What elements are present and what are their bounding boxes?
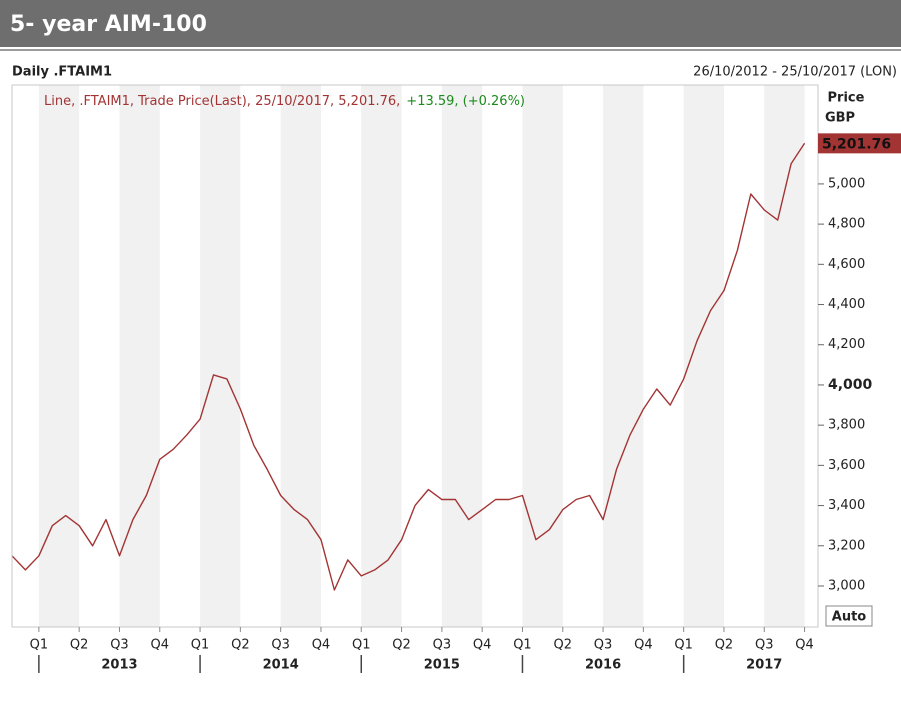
instrument: Daily .FTAIM1: [12, 65, 112, 80]
y-tick-label: 3,200: [828, 538, 865, 553]
y-tick-label: 3,800: [828, 418, 865, 433]
x-tick-label: Q2: [70, 638, 89, 653]
x-tick-label: Q1: [191, 638, 210, 653]
x-tick-label: Q4: [473, 638, 492, 653]
quarter-band: [280, 85, 321, 627]
price-line: [11, 142, 806, 591]
x-tick-label: Q3: [755, 638, 774, 653]
x-tick-label: Q4: [634, 638, 653, 653]
quarter-band: [361, 85, 402, 627]
scale-button[interactable]: [825, 605, 873, 627]
x-tick-label: Q2: [392, 638, 411, 653]
y-tick-label: 4,600: [828, 257, 865, 272]
quarter-band: [764, 85, 805, 627]
legend-change: +13.59, (+0.26%): [406, 94, 525, 109]
x-tick-label: Q3: [271, 638, 290, 653]
x-tick-label: Q2: [554, 638, 573, 653]
axis-title: Price: [828, 91, 865, 106]
x-tick-label: Q1: [674, 638, 693, 653]
legend-series: Line, .FTAIM1, Trade Price(Last), 25/10/…: [44, 94, 400, 109]
y-tick-label: 3,400: [828, 498, 865, 513]
x-tick-label: Q1: [513, 638, 532, 653]
chart-title: 5- year AIM-100: [10, 12, 207, 37]
scale-button-label[interactable]: Auto: [832, 610, 867, 625]
y-tick-label: 5,000: [828, 176, 865, 191]
x-tick-label: Q1: [352, 638, 371, 653]
y-tick-label: 3,000: [828, 578, 865, 593]
year-label: 2015: [424, 658, 460, 673]
quarter-band: [603, 85, 644, 627]
quarter-band: [522, 85, 563, 627]
date-range: 26/10/2012 - 25/10/2017 (LON): [693, 65, 897, 80]
y-tick-label: 4,800: [828, 217, 865, 232]
price-label: 5,201.76: [822, 136, 891, 152]
y-tick-label: 4,200: [828, 337, 865, 352]
quarter-band: [119, 85, 160, 627]
year-label: 2017: [746, 658, 782, 673]
x-tick-label: Q4: [795, 638, 814, 653]
header-bar: [0, 0, 901, 47]
quarter-band: [441, 85, 483, 627]
x-tick-label: Q4: [312, 638, 331, 653]
plot-area: [11, 85, 806, 627]
x-tick-label: Q2: [231, 638, 250, 653]
y-tick-label: 4,000: [828, 377, 873, 393]
price-label-box: [818, 133, 901, 154]
year-label: 2013: [101, 658, 137, 673]
year-label: 2016: [585, 658, 621, 673]
x-tick-label: Q3: [594, 638, 613, 653]
header-rule: [0, 49, 901, 51]
year-label: 2014: [263, 658, 299, 673]
quarter-band: [683, 85, 724, 627]
legend-text: Line, .FTAIM1, Trade Price(Last), 25/10/…: [44, 94, 525, 109]
x-tick-label: Q3: [110, 638, 129, 653]
currency: GBP: [825, 111, 855, 126]
quarter-band: [38, 85, 80, 627]
x-tick-label: Q4: [151, 638, 170, 653]
x-tick-label: Q2: [715, 638, 734, 653]
x-tick-label: Q1: [30, 638, 49, 653]
x-tick-label: Q3: [433, 638, 452, 653]
plot-border: [11, 84, 819, 628]
quarter-band: [200, 85, 241, 627]
y-tick-label: 3,600: [828, 458, 865, 473]
y-tick-label: 4,400: [828, 297, 865, 312]
